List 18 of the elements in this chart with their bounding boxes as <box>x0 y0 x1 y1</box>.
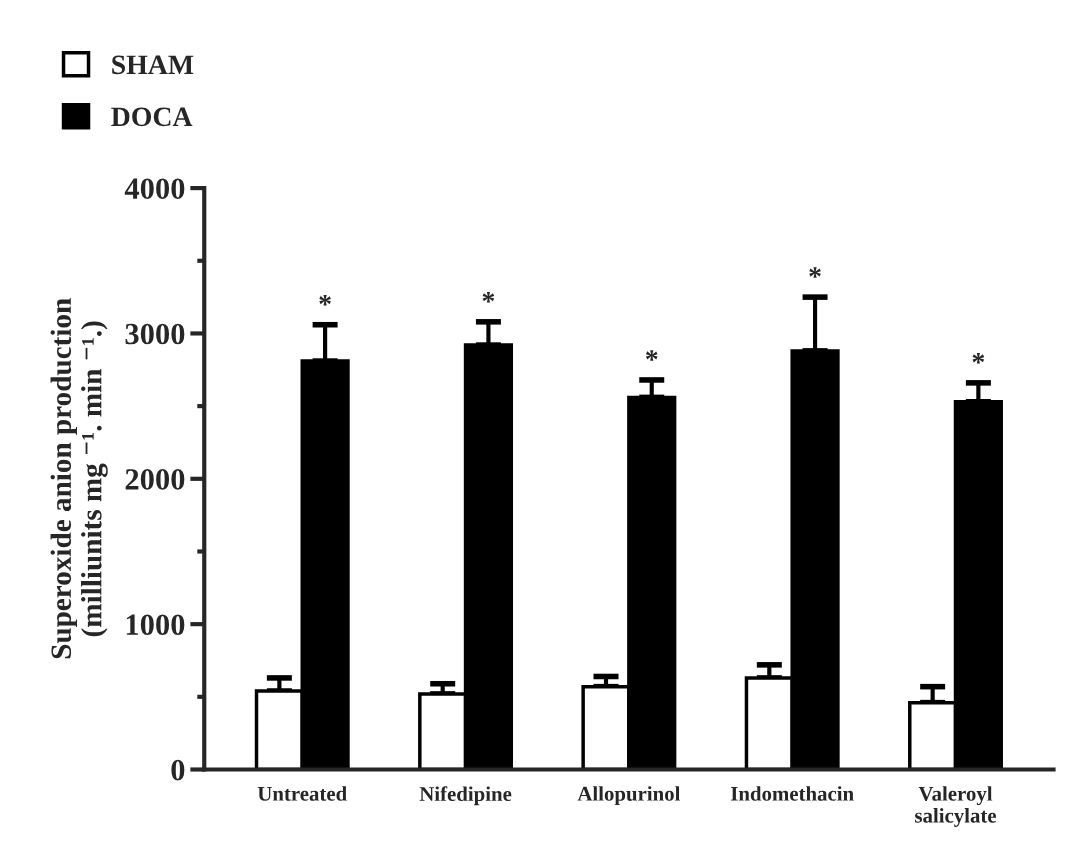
y-tick-label: 0 <box>171 759 185 781</box>
annotation: * <box>319 294 331 306</box>
legend-label: DOCA <box>111 107 193 127</box>
x-tick-label: Allopurinol <box>577 786 681 806</box>
x-tick-label: Nifedipine <box>419 786 512 806</box>
annotation: * <box>645 350 658 361</box>
annotation: * <box>482 292 495 303</box>
y-tick-label: 3000 <box>125 323 185 345</box>
x-tick-label: Valeroyl salicylate <box>915 786 997 827</box>
y-tick-label: 1000 <box>126 614 185 636</box>
legend-label: SHAM <box>112 55 194 75</box>
y-tick-label: 4000 <box>124 178 185 199</box>
y-axis-title: Superoxide anion production (milliunits mg ⁻¹. min ⁻¹.) <box>50 298 108 659</box>
y-tick-label: 2000 <box>125 469 185 490</box>
annotation: * <box>972 353 985 364</box>
x-tick-label: Indomethacin <box>730 786 854 801</box>
annotation: * <box>809 267 821 278</box>
x-tick-label: Untreated <box>257 786 347 801</box>
